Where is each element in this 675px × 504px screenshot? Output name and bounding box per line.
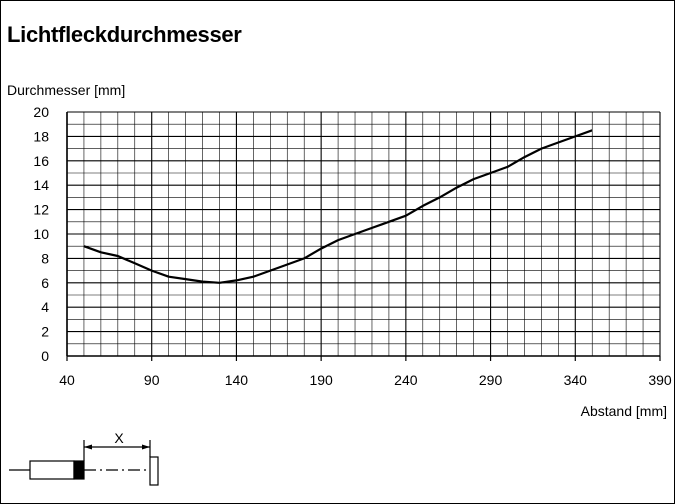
dimension-label: X (114, 430, 124, 446)
y-tick-label: 2 (41, 324, 49, 340)
chart-grid (67, 112, 660, 356)
x-tick-labels: 40 90 140 190 240 290 340 390 (59, 372, 672, 388)
x-tick-label: 190 (309, 372, 333, 388)
dim-arrow-left (84, 445, 92, 450)
y-tick-labels: 0 2 4 6 8 10 12 14 16 18 20 (33, 104, 49, 364)
y-tick-label: 12 (33, 202, 49, 218)
chart-axes (67, 112, 660, 361)
x-axis-label: Abstand [mm] (581, 403, 667, 419)
dim-arrow-right (142, 445, 150, 450)
x-tick-label: 390 (648, 372, 672, 388)
x-tick-label: 340 (564, 372, 588, 388)
y-tick-label: 20 (33, 104, 49, 120)
x-tick-label: 240 (394, 372, 418, 388)
target-object (150, 457, 158, 485)
y-tick-label: 0 (41, 348, 49, 364)
y-tick-label: 4 (41, 299, 49, 315)
y-tick-label: 10 (33, 226, 49, 242)
y-tick-label: 8 (41, 250, 49, 266)
y-tick-label: 6 (41, 275, 49, 291)
sensor-body (30, 461, 74, 479)
distance-diagram (9, 440, 158, 485)
x-tick-label: 140 (225, 372, 249, 388)
y-tick-label: 14 (33, 177, 49, 193)
x-tick-label: 40 (59, 372, 75, 388)
x-tick-label: 90 (144, 372, 160, 388)
y-tick-label: 16 (33, 153, 49, 169)
y-tick-label: 18 (33, 128, 49, 144)
sensor-lens (74, 461, 84, 479)
x-tick-label: 290 (479, 372, 503, 388)
y-axis-label: Durchmesser [mm] (7, 82, 125, 98)
